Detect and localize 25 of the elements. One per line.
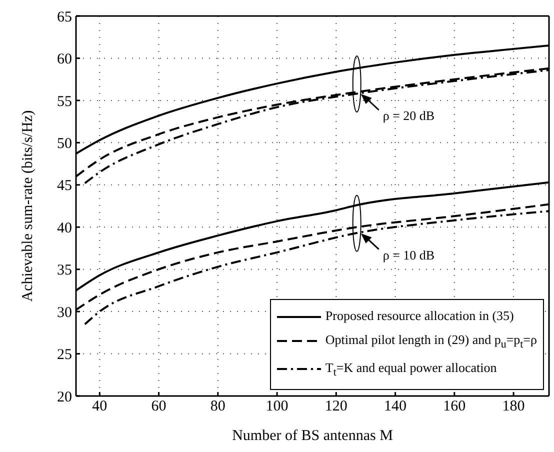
x-tick-label: 140	[384, 398, 407, 415]
y-tick-label: 20	[57, 389, 72, 406]
legend-label: Optimal pilot length in (29) and p$_{u}$=p$_{t}$=ρ	[325, 332, 537, 350]
y-tick-label: 30	[57, 304, 72, 321]
y-tick-label: 40	[57, 220, 72, 236]
x-tick-label: 80	[210, 398, 226, 415]
legend-label: Proposed resource allocation in (35)	[325, 308, 514, 323]
x-tick-label: 180	[502, 398, 525, 415]
y-tick-label: 55	[57, 94, 72, 110]
x-axis-title: Number of BS antennas M	[232, 428, 393, 444]
x-tick-label: 120	[324, 398, 348, 415]
y-tick-label: 65	[57, 9, 72, 26]
x-tick-label: 160	[443, 398, 466, 415]
x-tick-label: 40	[92, 398, 108, 415]
x-tick-label: 100	[266, 398, 288, 415]
x-tick-label: 60	[151, 398, 166, 415]
y-tick-label: 45	[57, 178, 72, 194]
y-tick-label: 60	[57, 52, 72, 68]
legend-label: T$_{t}$=K and equal power allocation	[325, 360, 497, 379]
annotation: ρ = 20 dB	[382, 108, 435, 123]
annotation: ρ = 10 dB	[382, 247, 435, 262]
y-tick-label: 50	[57, 136, 72, 152]
y-tick-label: 35	[57, 262, 72, 279]
y-axis-title: Achievable sum-rate (bits/s/Hz)	[20, 110, 36, 302]
y-tick-label: 25	[57, 347, 72, 364]
